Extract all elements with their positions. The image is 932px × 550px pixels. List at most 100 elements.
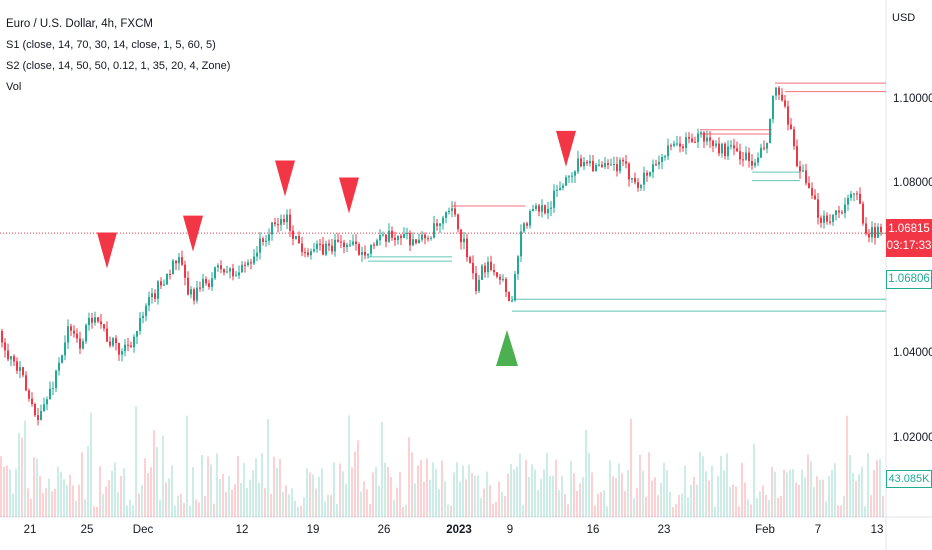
candle-body	[475, 273, 477, 292]
candle-body	[88, 317, 90, 325]
candle-body	[208, 283, 210, 287]
candle-body	[175, 260, 177, 264]
candle-body	[376, 240, 378, 246]
candle-body	[172, 260, 174, 275]
candle-body	[325, 243, 327, 255]
candle-body	[412, 239, 414, 246]
time-tick-year: 2023	[446, 524, 472, 536]
indicator-s1-label[interactable]: S1 (close, 14, 70, 30, 14, close, 1, 5, …	[6, 39, 216, 51]
candle-body	[241, 264, 243, 273]
candle-body	[697, 133, 699, 142]
candle-body	[211, 278, 213, 287]
candle-body	[136, 330, 138, 337]
volume-badge: 43.085K	[886, 470, 932, 488]
candle-body	[19, 367, 21, 371]
candle-body	[322, 244, 324, 255]
candle-body	[541, 205, 543, 212]
candle-body	[277, 224, 279, 226]
time-tick: 9	[506, 524, 514, 536]
candle-body	[406, 232, 408, 234]
candle-body	[361, 251, 363, 255]
time-tick: Dec	[132, 524, 154, 536]
candle-body	[253, 256, 255, 264]
time-tick: 23	[657, 524, 671, 536]
time-tick: 7	[814, 524, 822, 536]
candle-body	[802, 170, 804, 172]
candle-body	[64, 342, 66, 356]
candle-body	[265, 240, 267, 242]
candle-body	[109, 341, 111, 346]
candle-body	[535, 205, 537, 209]
candle-body	[772, 95, 774, 120]
candle-body	[538, 205, 540, 212]
candle-body	[547, 208, 549, 214]
candle-body	[619, 159, 621, 172]
candle-body	[835, 210, 837, 215]
candle-body	[844, 204, 846, 214]
symbol-title[interactable]: Euro / U.S. Dollar, 4h, FXCM	[6, 18, 153, 30]
candle-body	[187, 277, 189, 295]
sell-signal-triangle	[556, 130, 576, 167]
candle-body	[235, 275, 237, 277]
candle-body	[880, 226, 882, 233]
candle-body	[52, 388, 54, 390]
time-tick: 12	[235, 524, 249, 536]
candle-body	[823, 215, 825, 223]
candle-body	[805, 170, 807, 184]
candle-body	[154, 293, 156, 299]
time-tick: 21	[23, 524, 37, 536]
candle-body	[124, 344, 126, 352]
candle-body	[82, 341, 84, 349]
candle-body	[313, 249, 315, 252]
candle-body	[280, 219, 282, 225]
candle-body	[451, 208, 453, 211]
candle-body	[676, 143, 678, 145]
candle-body	[160, 281, 162, 286]
candle-body	[706, 137, 708, 142]
last-price-badge: 1.06815 03:17:33	[886, 219, 932, 257]
candle-body	[112, 338, 114, 346]
candle-body	[97, 317, 99, 322]
candle-body	[115, 338, 117, 344]
candle-body	[868, 233, 870, 238]
volume-indicator-label[interactable]: Vol	[6, 81, 22, 93]
candle-body	[487, 261, 489, 273]
candle-body	[25, 375, 27, 391]
candle-body	[466, 238, 468, 258]
candle-body	[694, 141, 696, 143]
time-tick: 16	[586, 524, 600, 536]
indicator-s2-label[interactable]: S2 (close, 14, 50, 50, 0.12, 1, 35, 20, …	[6, 60, 231, 72]
candle-body	[457, 214, 459, 230]
candle-body	[754, 162, 756, 166]
candle-body	[55, 370, 57, 389]
candle-body	[793, 129, 795, 147]
candle-body	[142, 315, 144, 319]
last-price-value: 1.06815	[888, 223, 930, 235]
candle-body	[679, 143, 681, 147]
candle-body	[643, 172, 645, 185]
candle-body	[199, 287, 201, 289]
candle-body	[250, 262, 252, 264]
currency-label[interactable]: USD	[892, 12, 916, 24]
candle-body	[73, 330, 75, 334]
time-tick: 13	[870, 524, 884, 536]
candle-body	[10, 356, 12, 360]
candle-body	[853, 193, 855, 195]
candle-body	[577, 158, 579, 172]
candle-body	[409, 232, 411, 246]
candle-body	[349, 244, 351, 246]
candle-body	[748, 152, 750, 162]
candle-body	[1, 331, 3, 343]
candle-body	[217, 265, 219, 268]
candle-body	[433, 223, 435, 238]
candle-body	[607, 163, 609, 165]
candle-body	[157, 281, 159, 299]
candle-body	[100, 321, 102, 325]
candle-body	[658, 161, 660, 165]
candle-body	[601, 164, 603, 167]
candle-body	[550, 207, 552, 209]
candle-body	[385, 234, 387, 242]
candle-body	[316, 243, 318, 250]
candle-body	[613, 164, 615, 166]
